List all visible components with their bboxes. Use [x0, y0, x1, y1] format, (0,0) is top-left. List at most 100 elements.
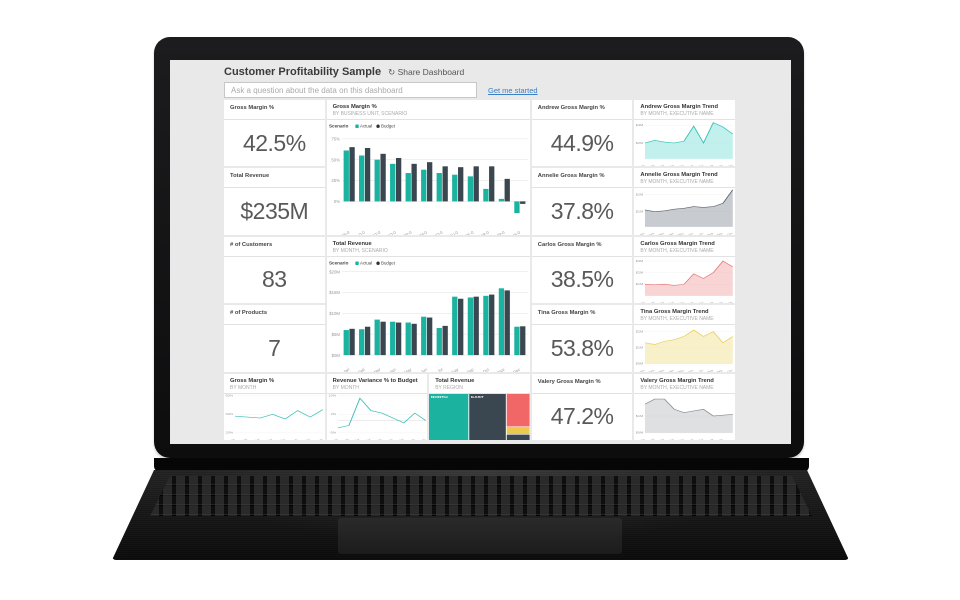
svg-text:$15M: $15M: [329, 290, 340, 295]
svg-text:$1M: $1M: [636, 414, 644, 417]
svg-text:$1M: $1M: [636, 211, 644, 214]
svg-text:ST-0: ST-0: [371, 229, 381, 234]
svg-text:LO-0: LO-0: [355, 229, 366, 234]
svg-text:60%: 60%: [225, 394, 233, 397]
svg-text:Jul: Jul: [436, 366, 443, 371]
svg-text:May: May: [677, 437, 686, 440]
svg-text:Budget: Budget: [381, 260, 396, 265]
svg-text:Scenario: Scenario: [329, 260, 349, 265]
svg-text:Jun: Jun: [386, 437, 394, 440]
svg-text:Mar: Mar: [658, 437, 666, 440]
svg-text:Feb: Feb: [342, 437, 350, 440]
svg-text:Aug: Aug: [707, 300, 715, 303]
svg-text:Jan: Jan: [639, 437, 647, 440]
svg-text:Apr: Apr: [389, 366, 397, 371]
svg-text:$1M: $1M: [636, 283, 644, 286]
svg-text:Jun: Jun: [291, 437, 299, 440]
svg-text:Jan: Jan: [228, 437, 236, 440]
svg-text:Apr: Apr: [668, 164, 675, 167]
svg-text:Actual: Actual: [360, 124, 372, 129]
svg-text:MA-0: MA-0: [510, 229, 521, 234]
svg-text:CR-0: CR-0: [479, 229, 490, 234]
svg-text:PU-0: PU-0: [448, 229, 459, 234]
svg-text:Sep: Sep: [716, 300, 724, 303]
svg-text:$20M: $20M: [329, 269, 340, 274]
svg-text:Mar: Mar: [373, 366, 382, 371]
svg-text:Sep: Sep: [465, 366, 474, 371]
svg-text:$3M: $3M: [636, 259, 644, 262]
svg-text:$2M: $2M: [636, 142, 644, 145]
svg-text:$0M: $0M: [636, 431, 644, 434]
svg-text:May: May: [677, 369, 686, 372]
svg-text:FS-0: FS-0: [340, 229, 351, 234]
svg-text:$5M: $5M: [331, 332, 340, 337]
svg-text:May: May: [677, 232, 686, 235]
svg-text:50%: 50%: [331, 157, 340, 162]
svg-text:Jun: Jun: [687, 164, 695, 167]
svg-text:Jul: Jul: [698, 232, 705, 235]
svg-text:Apr: Apr: [668, 369, 675, 372]
svg-text:Sep: Sep: [716, 232, 724, 235]
svg-text:Jan: Jan: [639, 369, 647, 372]
svg-text:Jul: Jul: [698, 369, 705, 372]
svg-text:$4M: $4M: [636, 124, 644, 127]
svg-text:$10M: $10M: [329, 311, 340, 316]
svg-text:FO-0: FO-0: [386, 229, 397, 234]
svg-text:Mar: Mar: [658, 164, 666, 167]
svg-text:2%: 2%: [330, 412, 336, 415]
svg-text:$0M: $0M: [331, 352, 340, 357]
svg-text:Feb: Feb: [648, 437, 656, 440]
svg-text:Jun: Jun: [687, 437, 695, 440]
svg-text:Oct: Oct: [727, 301, 734, 304]
svg-text:Mar: Mar: [353, 437, 361, 440]
svg-text:Aug: Aug: [707, 369, 715, 372]
svg-text:Nov: Nov: [496, 366, 505, 372]
svg-text:Aug: Aug: [707, 232, 715, 235]
svg-text:$2M: $2M: [636, 194, 644, 197]
svg-text:May: May: [374, 437, 383, 440]
svg-text:Jun: Jun: [687, 369, 695, 372]
svg-text:10%: 10%: [328, 394, 336, 397]
svg-text:40%: 40%: [225, 412, 233, 415]
svg-text:Oct: Oct: [482, 366, 491, 372]
svg-text:Jun: Jun: [687, 232, 695, 235]
svg-text:-5%: -5%: [329, 431, 336, 434]
svg-text:Apr: Apr: [266, 437, 273, 440]
svg-text:Jul: Jul: [398, 437, 405, 440]
svg-text:EAST: EAST: [471, 395, 484, 399]
svg-text:SM-0: SM-0: [417, 229, 428, 234]
svg-text:Aug: Aug: [707, 437, 715, 440]
svg-text:$2M: $2M: [636, 330, 644, 333]
svg-text:$0M: $0M: [636, 363, 644, 366]
svg-text:Jul: Jul: [698, 164, 705, 167]
svg-text:Feb: Feb: [357, 366, 366, 371]
svg-text:SE-0: SE-0: [464, 229, 475, 234]
svg-text:CP-0: CP-0: [402, 229, 413, 234]
svg-text:Budget: Budget: [381, 124, 396, 129]
svg-text:25%: 25%: [331, 178, 340, 183]
svg-text:$2M: $2M: [636, 271, 644, 274]
svg-text:75%: 75%: [331, 136, 340, 141]
svg-text:Apr: Apr: [668, 232, 675, 235]
svg-text:ER-0: ER-0: [495, 229, 506, 234]
svg-text:Mar: Mar: [658, 301, 666, 304]
svg-text:Actual: Actual: [360, 260, 372, 265]
svg-text:Mar: Mar: [253, 437, 261, 440]
svg-text:0%: 0%: [333, 199, 339, 204]
svg-text:Jan: Jan: [639, 232, 647, 235]
svg-text:Jan: Jan: [331, 437, 339, 440]
svg-text:May: May: [403, 366, 413, 372]
svg-text:Feb: Feb: [648, 369, 656, 372]
svg-text:Sep: Sep: [418, 437, 426, 440]
svg-text:Jan: Jan: [342, 366, 350, 371]
svg-text:Aug: Aug: [407, 437, 415, 440]
svg-text:Feb: Feb: [648, 300, 656, 303]
svg-text:Sep: Sep: [716, 369, 724, 372]
svg-text:Mar: Mar: [658, 369, 666, 372]
svg-text:Feb: Feb: [648, 164, 656, 167]
svg-text:Oct: Oct: [727, 164, 734, 167]
svg-text:May: May: [677, 300, 686, 303]
svg-text:Jan: Jan: [639, 164, 647, 167]
svg-text:Jan: Jan: [639, 300, 647, 303]
svg-text:May: May: [278, 437, 287, 440]
